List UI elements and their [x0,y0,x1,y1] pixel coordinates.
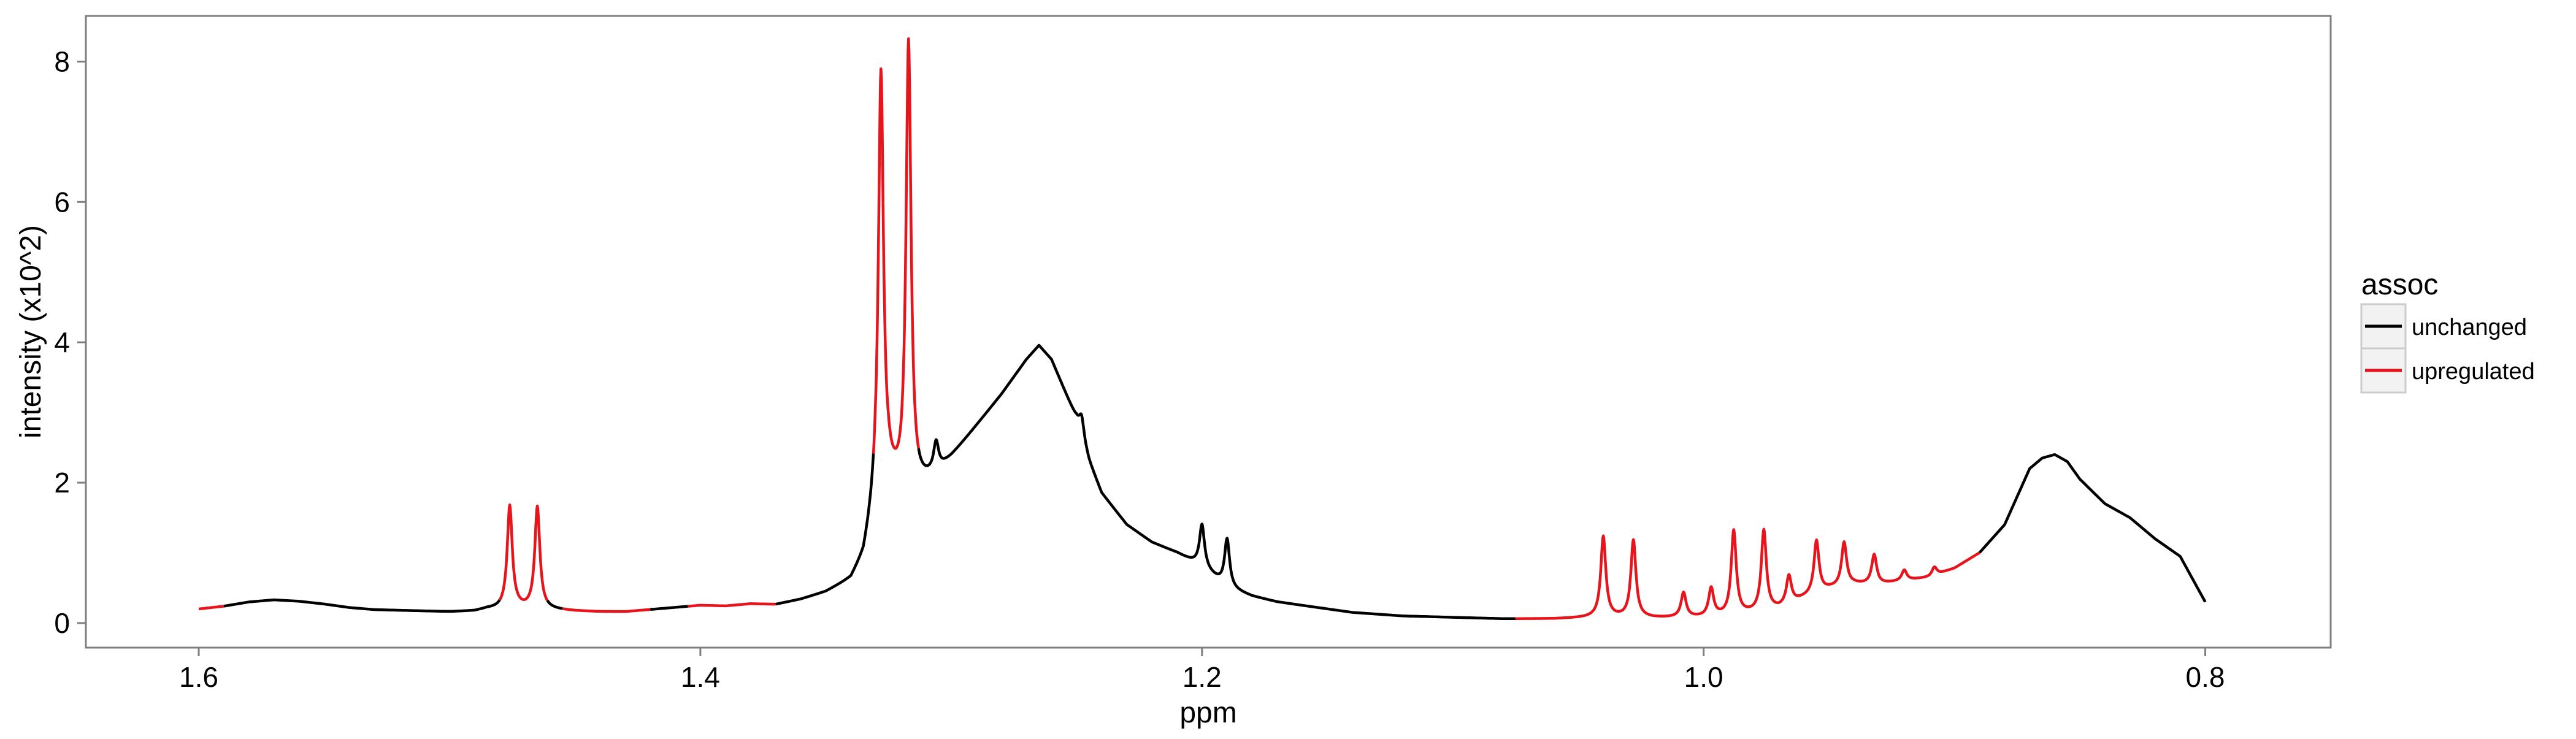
x-tick-label: 1.2 [1183,661,1222,693]
spectrum-layer [197,37,2207,621]
spectrum-segment-unchanged [546,599,564,610]
y-tick-label: 2 [54,467,70,499]
legend-title: assoc [2361,269,2438,301]
x-axis: 1.6 1.4 1.2 1.0 0.8 [179,648,2225,693]
spectrum-segment-unchanged [223,598,501,613]
x-tick-label: 1.0 [1684,661,1723,693]
legend: assoc unchanged upregulated [2360,269,2535,394]
y-axis-title: intensity (x10^2) [15,225,47,438]
y-axis: 0 2 4 6 8 [54,45,86,639]
x-axis-title: ppm [1179,697,1236,729]
spectrum-segment-upregulated [872,37,920,454]
spectrum-segment-upregulated [498,503,549,602]
x-tick-label: 1.4 [681,661,720,693]
spectrum-segment-upregulated [561,607,651,613]
spectrum-segment-unchanged [1978,453,2207,603]
legend-entry-unchanged: unchanged [2360,303,2527,350]
plot-panel [85,15,2332,649]
y-tick-label: 0 [54,607,70,639]
spectrum-segment-unchanged [917,343,1517,621]
legend-label-unchanged: unchanged [2412,315,2527,340]
spectrum-segment-unchanged [775,453,875,606]
legend-entry-upregulated: upregulated [2360,347,2535,394]
spectrum-segment-upregulated [687,602,777,608]
y-tick-label: 6 [54,186,70,218]
spectrum-segment-upregulated [197,605,225,611]
y-tick-label: 8 [54,45,70,77]
y-tick-label: 4 [54,326,70,358]
x-tick-label: 0.8 [2186,661,2225,693]
spectrum-segment-upregulated [1514,527,1980,620]
x-tick-label: 1.6 [179,661,218,693]
legend-label-upregulated: upregulated [2412,359,2535,385]
spectrum-segment-unchanged [649,605,689,611]
